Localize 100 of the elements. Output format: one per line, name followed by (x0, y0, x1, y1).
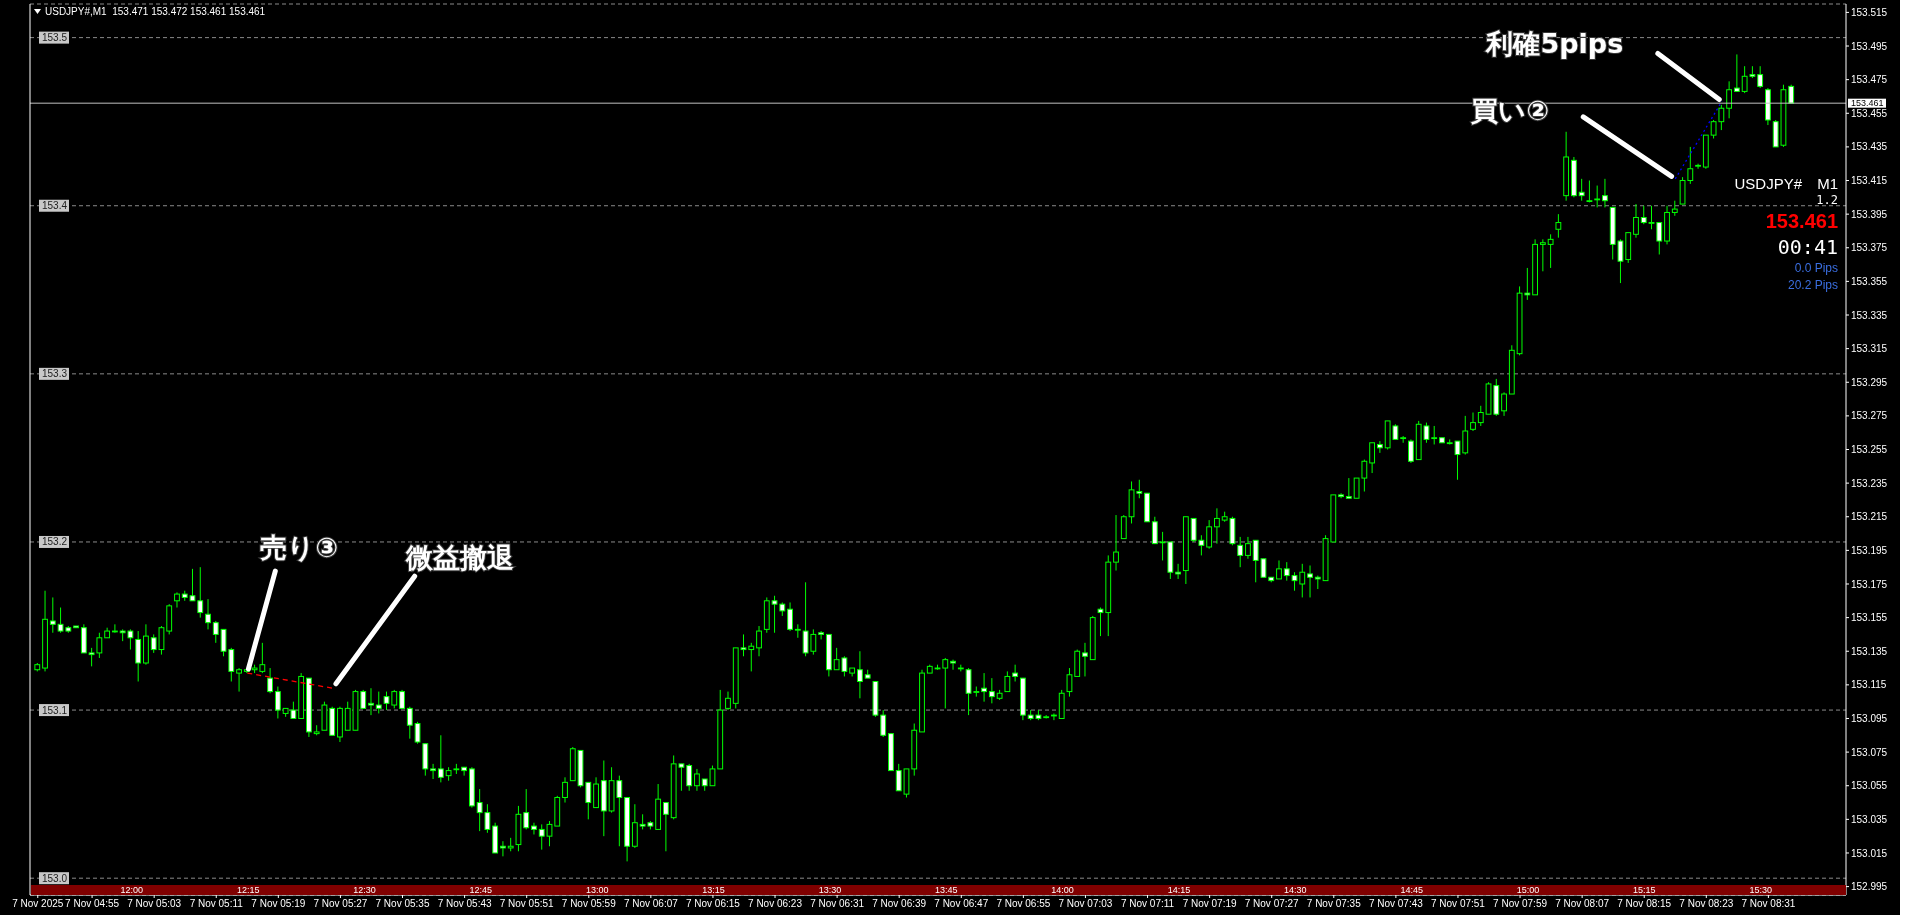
candlestick (1555, 213, 1562, 239)
x2-tick-label: 13:45 (934, 885, 958, 896)
y-tick-label: 153.1 (42, 704, 68, 716)
candlestick (1151, 516, 1158, 545)
x-tick-label: 7 Nov 08:15 (1617, 898, 1672, 910)
candlestick (399, 689, 405, 709)
candlestick (375, 691, 382, 714)
candlestick (1470, 412, 1476, 432)
x-tick-label: 7 Nov 06:23 (748, 898, 803, 910)
x-tick-label: 7 Nov 05:19 (251, 898, 306, 910)
x-tick-label: 7 Nov 07:43 (1368, 898, 1424, 910)
x2-tick-label: 12:00 (120, 885, 144, 896)
x-tick-label: 7 Nov 05:59 (561, 898, 617, 910)
candlestick (880, 709, 887, 738)
candlestick (1726, 80, 1733, 119)
candlestick (1004, 670, 1011, 693)
annotation: 微益撤退 (404, 541, 514, 573)
x2-tick-label: 15:15 (1633, 885, 1656, 896)
x-tick-label: 7 Nov 08:31 (1741, 898, 1796, 910)
candlestick (1082, 642, 1088, 677)
candlestick (406, 706, 413, 740)
candlestick (437, 734, 444, 783)
candlestick (1307, 565, 1313, 598)
candlestick (857, 650, 863, 699)
x-tick-label: 7 Nov 06:47 (934, 898, 989, 910)
x-tick-label: 7 Nov 06:07 (623, 898, 679, 910)
y2-tick-label: 153.275 (1851, 410, 1888, 422)
candlestick (500, 840, 506, 857)
candlestick (631, 803, 638, 849)
candlestick (818, 630, 825, 640)
x-tick-label: 7 Nov 05:43 (437, 898, 492, 910)
candlestick (1757, 65, 1764, 89)
x2-tick-label: 15:00 (1516, 885, 1540, 896)
candlestick (1113, 514, 1119, 572)
y2-tick-label: 153.095 (1851, 713, 1888, 725)
x-tick-label: 7 Nov 06:15 (685, 898, 741, 910)
annotation: 153.461 (1765, 210, 1838, 232)
y-tick-label: 153.3 (42, 368, 68, 380)
x-tick-label: 7 Nov 06:31 (810, 898, 865, 910)
candlestick (414, 721, 421, 745)
candlestick (430, 763, 436, 780)
candlestick (1578, 178, 1585, 202)
candlestick (1206, 519, 1213, 550)
y2-tick-label: 153.435 (1851, 141, 1888, 153)
annotation: M1 (1817, 175, 1838, 193)
candlestick (267, 667, 274, 694)
candlestick (988, 677, 995, 704)
x-tick-label: 7 Nov 07:19 (1182, 898, 1238, 910)
candlestick (1051, 712, 1057, 721)
candlestick (950, 659, 956, 671)
candlestick (787, 601, 793, 632)
candlestick (663, 802, 669, 852)
candlestick (174, 591, 180, 609)
x-tick-label: 7 Nov 05:35 (375, 898, 430, 910)
y2-tick-label: 153.035 (1851, 813, 1888, 825)
x2-tick-label: 12:15 (236, 885, 260, 896)
candlestick (1408, 438, 1414, 464)
y2-tick-label: 153.355 (1851, 275, 1888, 287)
candlestick (1539, 238, 1546, 272)
y2-tick-label: 153.195 (1851, 544, 1888, 556)
y2-tick-label: 153.015 (1851, 847, 1888, 859)
candlestick (461, 766, 468, 777)
y-tick-label: 153.0 (42, 872, 68, 884)
x2-tick-label: 14:30 (1284, 885, 1307, 896)
y2-tick-label: 153.395 (1851, 208, 1888, 220)
x-tick-label: 7 Nov 07:11 (1120, 898, 1175, 910)
x2-tick-label: 13:15 (702, 885, 725, 896)
y-tick-label: 153.2 (42, 536, 68, 548)
candlestick (1214, 507, 1220, 545)
y-tick-label: 153.4 (42, 200, 68, 212)
ref-line-label: 153.461 (1851, 98, 1884, 109)
candlestick (1547, 233, 1554, 269)
y2-tick-label: 153.515 (1851, 6, 1888, 18)
x-tick-label: 7 Nov 07:59 (1493, 898, 1548, 910)
x-tick-label: 7 Nov 05:03 (127, 898, 182, 910)
y2-tick-label: 153.295 (1851, 376, 1888, 388)
candlestick (205, 598, 211, 630)
x-tick-label: 7 Nov 2025 (12, 898, 64, 910)
annotation: 00:41 (1777, 235, 1838, 259)
candlestick (1237, 536, 1244, 568)
y2-tick-label: 153.055 (1851, 780, 1888, 792)
y2-tick-label: 153.495 (1851, 40, 1888, 52)
candlestick (1012, 664, 1019, 682)
candlestick (135, 630, 142, 682)
annotation: USDJPY# (1734, 175, 1802, 193)
chart-title: USDJPY#,M1 153.471 153.472 153.461 153.461 (45, 6, 266, 17)
y2-tick-label: 153.175 (1851, 578, 1888, 590)
candlestick (1376, 440, 1383, 454)
candlestick (725, 691, 731, 711)
x-tick-label: 7 Nov 07:03 (1058, 898, 1113, 910)
x-tick-label: 7 Nov 05:27 (313, 898, 368, 910)
y2-tick-label: 153.115 (1851, 679, 1887, 691)
candlestick (274, 686, 281, 719)
x-tick-label: 7 Nov 07:27 (1244, 898, 1300, 910)
candlestick (1276, 559, 1282, 580)
candlestick (794, 623, 801, 639)
candlestick (686, 763, 693, 792)
candlestick (531, 822, 537, 835)
candlestick (1245, 536, 1251, 560)
y2-tick-label: 153.375 (1851, 242, 1888, 254)
